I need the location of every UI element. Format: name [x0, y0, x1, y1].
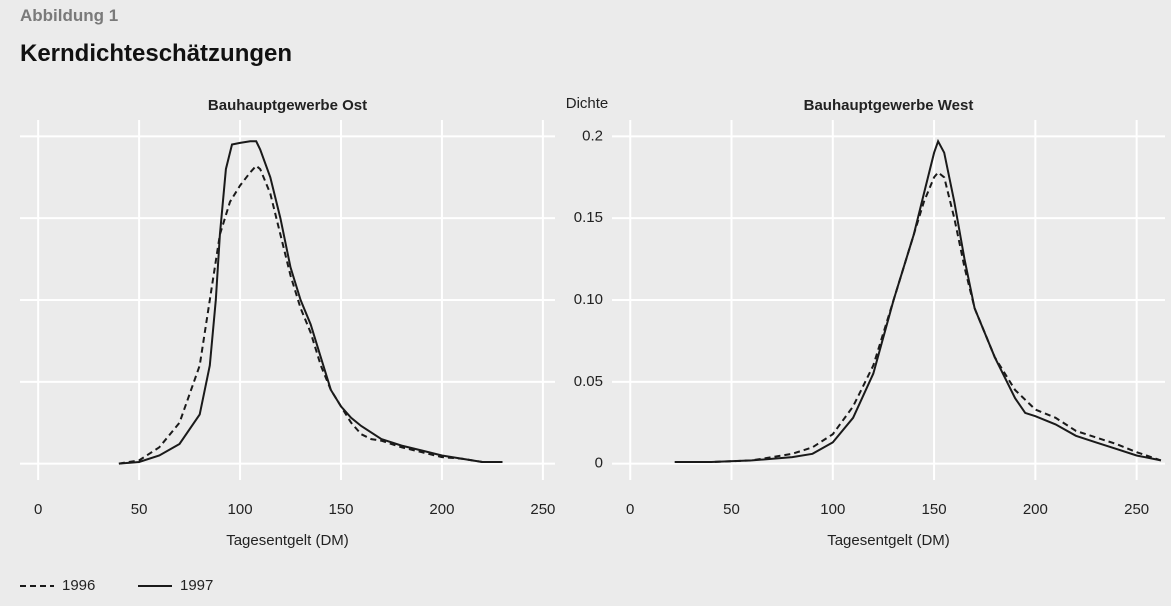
legend-label: 1997 [180, 577, 213, 594]
y-tick-label: 0.15 [574, 209, 603, 226]
x-axis-label: Tagesentgelt (DM) [827, 532, 950, 549]
x-tick-label: 200 [429, 501, 454, 518]
density-line [674, 170, 1162, 463]
density-line [118, 140, 503, 465]
y-tick-label: 0.2 [582, 127, 603, 144]
figure-title: Kerndichteschätzungen [20, 40, 293, 67]
panel-title: Bauhauptgewerbe Ost [208, 97, 367, 114]
density-line [674, 138, 1162, 463]
density-line [118, 164, 503, 465]
x-tick-label: 0 [34, 501, 42, 518]
x-tick-label: 0 [626, 501, 634, 518]
x-axis-label: Tagesentgelt (DM) [226, 532, 349, 549]
x-tick-label: 150 [922, 501, 947, 518]
y-tick-label: 0.10 [574, 291, 603, 308]
x-tick-label: 100 [820, 501, 845, 518]
figure-label: Abbildung 1 [20, 6, 119, 25]
x-tick-label: 200 [1023, 501, 1048, 518]
x-tick-label: 250 [1124, 501, 1149, 518]
panel-title: Bauhauptgewerbe West [804, 97, 974, 114]
legend-label: 1996 [62, 577, 95, 594]
x-tick-label: 250 [530, 501, 555, 518]
y-tick-label: 0 [595, 455, 603, 472]
x-tick-label: 50 [131, 501, 148, 518]
x-tick-label: 50 [723, 501, 740, 518]
y-axis-label: Dichte [566, 95, 609, 112]
x-tick-label: 100 [228, 501, 253, 518]
y-tick-label: 0.05 [574, 373, 603, 390]
x-tick-label: 150 [328, 501, 353, 518]
